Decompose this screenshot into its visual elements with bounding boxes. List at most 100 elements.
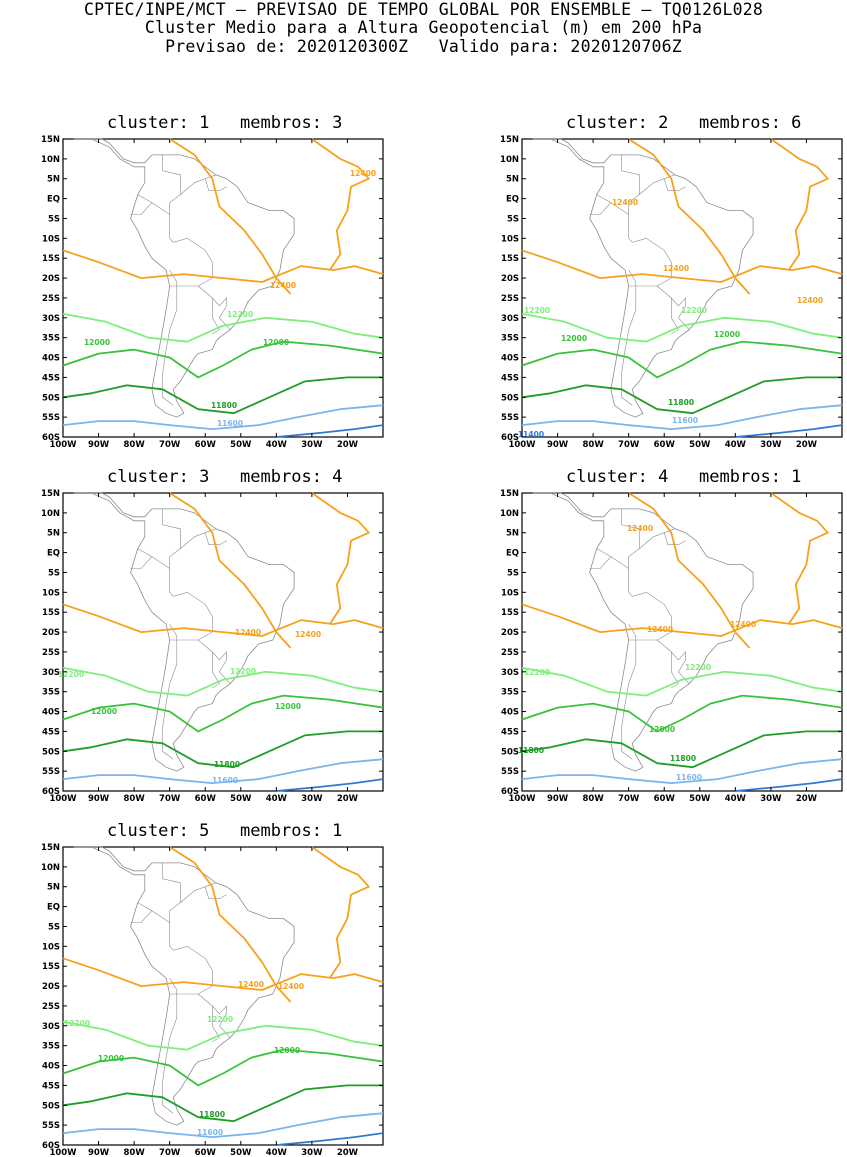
lat-tick-label: 30S bbox=[42, 668, 60, 678]
country-border bbox=[663, 532, 686, 546]
lat-tick-label: 40S bbox=[42, 1062, 60, 1072]
lat-tick-label: 10S bbox=[42, 234, 60, 244]
lat-tick-label: 50S bbox=[42, 1101, 60, 1111]
contour-label: 12400 bbox=[797, 296, 823, 305]
lat-tick-label: 15S bbox=[42, 254, 60, 264]
contour-11600 bbox=[62, 404, 384, 431]
lat-tick-label: 60S bbox=[501, 787, 519, 797]
contour-12000 bbox=[521, 340, 843, 379]
panel-title: cluster: 3 membros: 4 bbox=[107, 467, 343, 487]
contour-label: 11800 bbox=[518, 746, 544, 755]
country-border bbox=[212, 651, 220, 688]
lat-tick-label: 10S bbox=[42, 588, 60, 598]
lat-tick-label: EQ bbox=[47, 549, 60, 559]
contour-label: 11800 bbox=[668, 398, 694, 407]
lat-tick-label: 45S bbox=[42, 373, 60, 383]
panel-title: cluster: 5 membros: 1 bbox=[107, 821, 343, 841]
contour-label: 12400 bbox=[612, 198, 638, 207]
country-border bbox=[137, 902, 213, 995]
lat-tick-label: 15N bbox=[500, 135, 519, 145]
contour-label: 12200 bbox=[64, 1019, 90, 1028]
lat-tick-label: 20S bbox=[501, 628, 519, 638]
lon-tick-label: 40W bbox=[266, 1148, 288, 1157]
contour-11800 bbox=[62, 376, 383, 415]
contour-12400 bbox=[521, 603, 843, 637]
country-border bbox=[671, 297, 679, 334]
country-border bbox=[137, 194, 213, 287]
lon-tick-label: 70W bbox=[618, 794, 640, 804]
contour-12200 bbox=[521, 666, 843, 697]
lat-tick-label: 10N bbox=[500, 509, 519, 519]
lat-tick-label: 35S bbox=[42, 334, 60, 344]
country-border bbox=[671, 651, 679, 688]
contour-12400 bbox=[770, 492, 829, 625]
contour-12000 bbox=[521, 694, 843, 733]
contour-label: 12200 bbox=[685, 663, 711, 672]
lat-tick-label: 10S bbox=[501, 234, 519, 244]
lon-tick-label: 40W bbox=[725, 794, 747, 804]
contour-12400 bbox=[770, 138, 829, 271]
country-border bbox=[212, 297, 220, 334]
country-border bbox=[589, 556, 612, 569]
map-frame bbox=[521, 138, 843, 438]
contour-12000 bbox=[62, 1048, 384, 1087]
lat-tick-label: 20S bbox=[42, 982, 60, 992]
contour-label: 12400 bbox=[270, 281, 296, 290]
lon-tick-label: 100W bbox=[508, 794, 536, 804]
contour-11400 bbox=[276, 1132, 384, 1146]
contour-12400 bbox=[62, 603, 384, 637]
contour-label: 12000 bbox=[275, 702, 301, 711]
lat-tick-label: 10N bbox=[41, 509, 60, 519]
contour-label: 11800 bbox=[211, 401, 237, 410]
lat-tick-label: 5N bbox=[47, 883, 60, 893]
lat-tick-label: 50S bbox=[501, 747, 519, 757]
lat-tick-label: 35S bbox=[501, 334, 519, 344]
panel-title: cluster: 1 membros: 3 bbox=[107, 113, 343, 133]
map-panel-5: 12400 12400 12200 12200 12000 12000 11800 11600… bbox=[41, 843, 384, 1157]
lat-tick-label: 5N bbox=[47, 175, 60, 185]
lat-tick-label: 55S bbox=[42, 413, 60, 423]
lat-tick-label: 10S bbox=[42, 942, 60, 952]
contour-label: 11600 bbox=[197, 1128, 223, 1137]
country-border bbox=[162, 154, 181, 215]
lat-tick-label: 45S bbox=[42, 727, 60, 737]
contour-label: 12400 bbox=[627, 524, 653, 533]
contour-label: 12200 bbox=[681, 306, 707, 315]
lat-tick-label: 30S bbox=[501, 314, 519, 324]
contour-label: 12000 bbox=[274, 1046, 300, 1055]
lat-tick-label: 30S bbox=[42, 1022, 60, 1032]
lat-tick-label: 40S bbox=[501, 354, 519, 364]
lon-tick-label: 100W bbox=[49, 1148, 77, 1157]
country-border bbox=[621, 508, 640, 569]
lat-tick-label: 45S bbox=[501, 727, 519, 737]
lon-tick-label: 80W bbox=[124, 440, 146, 450]
contour-label: 12200 bbox=[58, 670, 84, 679]
lat-tick-label: 45S bbox=[501, 373, 519, 383]
lat-tick-label: 25S bbox=[42, 1002, 60, 1012]
panel-title: cluster: 4 membros: 1 bbox=[566, 467, 802, 487]
country-border bbox=[663, 178, 686, 192]
contour-label: 12400 bbox=[730, 620, 756, 629]
map-frame bbox=[62, 492, 384, 792]
lat-tick-label: 20S bbox=[42, 628, 60, 638]
lon-tick-label: 30W bbox=[760, 440, 782, 450]
lat-tick-label: 15S bbox=[501, 254, 519, 264]
lat-tick-label: 5S bbox=[48, 214, 60, 224]
contour-label: 11800 bbox=[670, 754, 696, 763]
lon-tick-label: 90W bbox=[88, 794, 110, 804]
contour-11400 bbox=[276, 778, 384, 792]
lat-tick-label: EQ bbox=[506, 195, 519, 205]
contour-11600 bbox=[62, 1112, 384, 1139]
contour-11400 bbox=[735, 424, 843, 438]
contour-label: 12400 bbox=[235, 628, 261, 637]
contour-12400 bbox=[169, 846, 292, 1003]
lat-tick-label: 10N bbox=[41, 155, 60, 165]
lon-tick-label: 70W bbox=[159, 794, 181, 804]
contour-12400 bbox=[311, 492, 370, 625]
contour-label: 12200 bbox=[230, 667, 256, 676]
coastline bbox=[532, 138, 754, 418]
lon-tick-label: 30W bbox=[301, 794, 323, 804]
panel-title: cluster: 2 membros: 6 bbox=[566, 113, 802, 133]
lat-tick-label: 25S bbox=[501, 294, 519, 304]
lat-tick-label: 15S bbox=[42, 962, 60, 972]
